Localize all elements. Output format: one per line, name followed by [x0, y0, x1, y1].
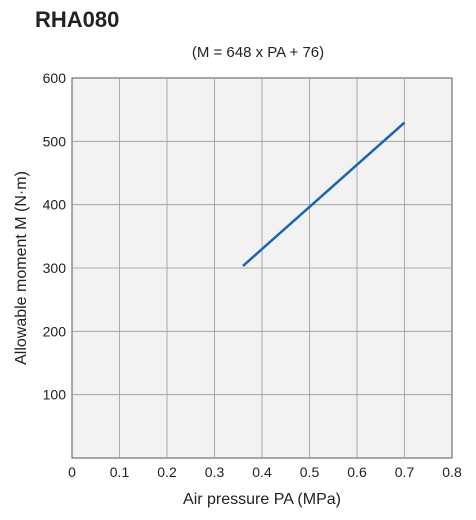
y-tick-label: 300 [43, 260, 67, 276]
y-tick-label: 200 [43, 323, 67, 339]
series-layer [242, 121, 406, 267]
x-tick-label: 0.6 [347, 464, 367, 480]
x-tick-label: 0.7 [395, 464, 415, 480]
x-tick-label: 0.1 [110, 464, 130, 480]
x-tick-label: 0.2 [157, 464, 177, 480]
y-tick-label: 400 [43, 197, 67, 213]
chart-title: RHA080 [35, 7, 119, 32]
x-tick-labels: 0 0.1 0.2 0.3 0.4 0.5 0.6 0.7 0.8 [68, 464, 462, 480]
x-tick-label: 0 [68, 464, 76, 480]
y-tick-label: 600 [43, 70, 67, 86]
x-tick-label: 0.8 [442, 464, 462, 480]
series-line [242, 121, 406, 267]
y-tick-labels: 100 200 300 400 500 600 [43, 70, 67, 403]
y-axis-label: Allowable moment M (N·m) [13, 171, 30, 365]
x-tick-label: 0.3 [205, 464, 225, 480]
x-tick-label: 0.5 [300, 464, 320, 480]
y-tick-label: 100 [43, 387, 67, 403]
grid [72, 78, 452, 458]
y-tick-label: 500 [43, 133, 67, 149]
x-axis-label: Air pressure PA (MPa) [183, 491, 341, 508]
x-tick-label: 0.4 [252, 464, 272, 480]
chart-subtitle: (M = 648 x PA + 76) [192, 44, 324, 61]
